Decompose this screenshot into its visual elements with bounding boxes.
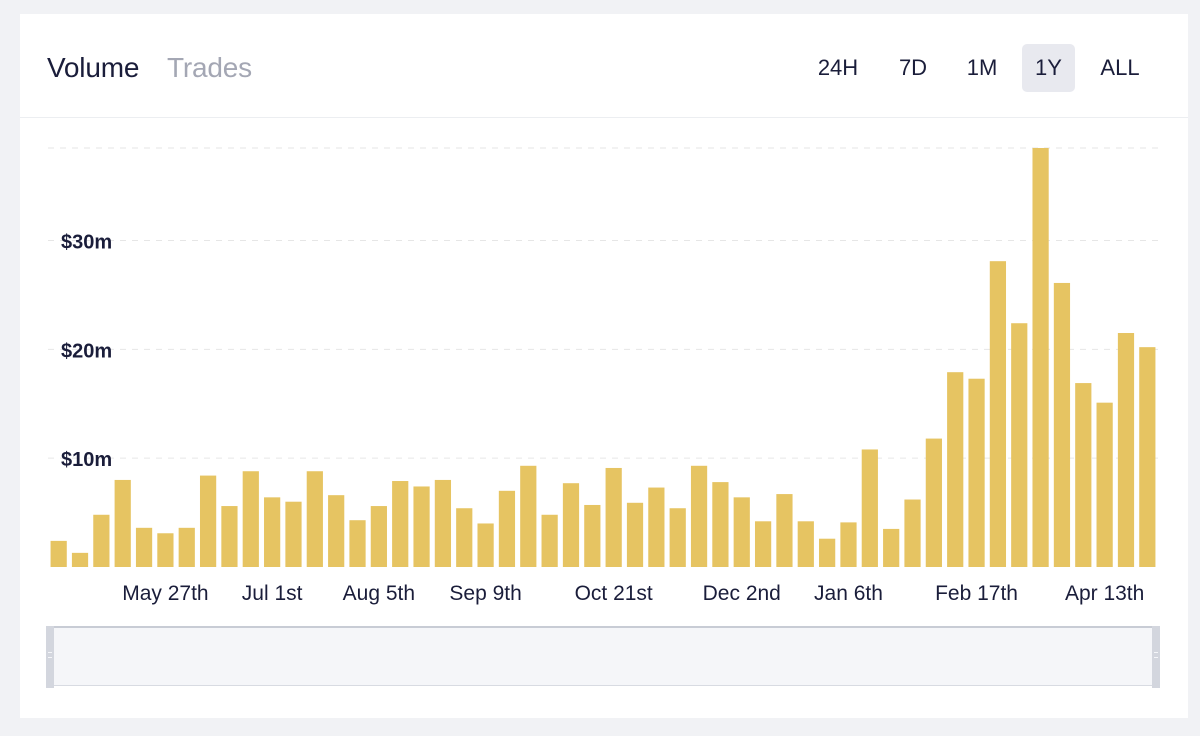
x-tick-label: Feb 17th [935,582,1018,605]
range-1m-button[interactable]: 1M [966,55,998,80]
bar [520,465,537,567]
bar [199,475,217,567]
navigator-right-handle[interactable] [1152,626,1160,688]
navigator-left-handle[interactable] [46,626,54,688]
bar [1011,323,1028,567]
bar [1053,282,1071,567]
range-7d-button[interactable]: 7D [898,55,928,80]
y-tick-label: $30m [61,232,112,254]
bar [114,479,131,567]
volume-bar-chart: $10m $20m $30m May 27th Jul 1st Aug 5th Sep 9t… [48,147,1158,605]
bar [456,508,473,567]
bar [989,261,1007,567]
bar [947,372,964,567]
bar [840,522,857,567]
range-24h-button[interactable]: 24H [817,55,859,80]
tab-volume[interactable]: Volume [47,52,140,83]
bar [349,520,366,567]
bar [1139,347,1156,567]
bar [669,508,686,567]
bar [562,483,580,567]
bar [157,533,174,567]
bar [776,494,793,567]
bar [242,471,259,567]
bar [1117,333,1135,567]
bar [71,552,89,567]
bar [626,502,644,567]
bar [605,467,622,567]
volume-card: Volume Trades 24H 7D 1M 1Y ALL $10m $20m $… [20,14,1188,718]
bar [178,527,195,567]
x-tick-label: Sep 9th [449,582,521,605]
bar [904,499,921,567]
bar [648,487,665,567]
bar [285,501,302,567]
bar [819,538,836,567]
bar [50,540,67,567]
y-tick-label: $20m [61,340,112,362]
bar [690,465,708,567]
range-all-button[interactable]: ALL [1100,55,1140,80]
bar [392,481,409,567]
grip-icon [1154,652,1158,658]
bar [370,506,387,567]
bar [306,471,323,567]
bar [221,506,238,567]
x-tick-label: Dec 2nd [703,582,781,605]
bar [797,521,814,567]
bar [93,514,110,567]
x-tick-label: Jul 1st [242,582,303,605]
bar [1075,383,1092,567]
bar [135,527,153,567]
bar [413,486,430,567]
bar [712,482,729,567]
x-tick-label: Apr 13th [1065,582,1144,605]
tab-trades[interactable]: Trades [167,52,252,83]
bar [733,497,750,567]
bar [1032,148,1049,567]
bar [883,528,900,567]
x-tick-label: May 27th [122,582,208,605]
bar [1096,402,1113,567]
x-tick-label: Jan 6th [814,582,883,605]
range-navigator[interactable] [46,626,1160,688]
bar [754,521,772,567]
bar [541,514,558,567]
bar [477,523,494,567]
bar [861,449,878,567]
bar [328,495,345,567]
x-tick-label: Aug 5th [343,582,415,605]
y-tick-label: $10m [61,449,112,471]
card-header: Volume Trades 24H 7D 1M 1Y ALL [20,14,1188,118]
bar [925,438,942,567]
bar [498,490,516,567]
range-1y-button[interactable]: 1Y [1022,44,1075,92]
bar [434,479,452,567]
bar [968,378,985,567]
bar [264,497,281,567]
x-tick-label: Oct 21st [575,582,653,605]
grip-icon [48,652,52,658]
bar [584,504,601,567]
